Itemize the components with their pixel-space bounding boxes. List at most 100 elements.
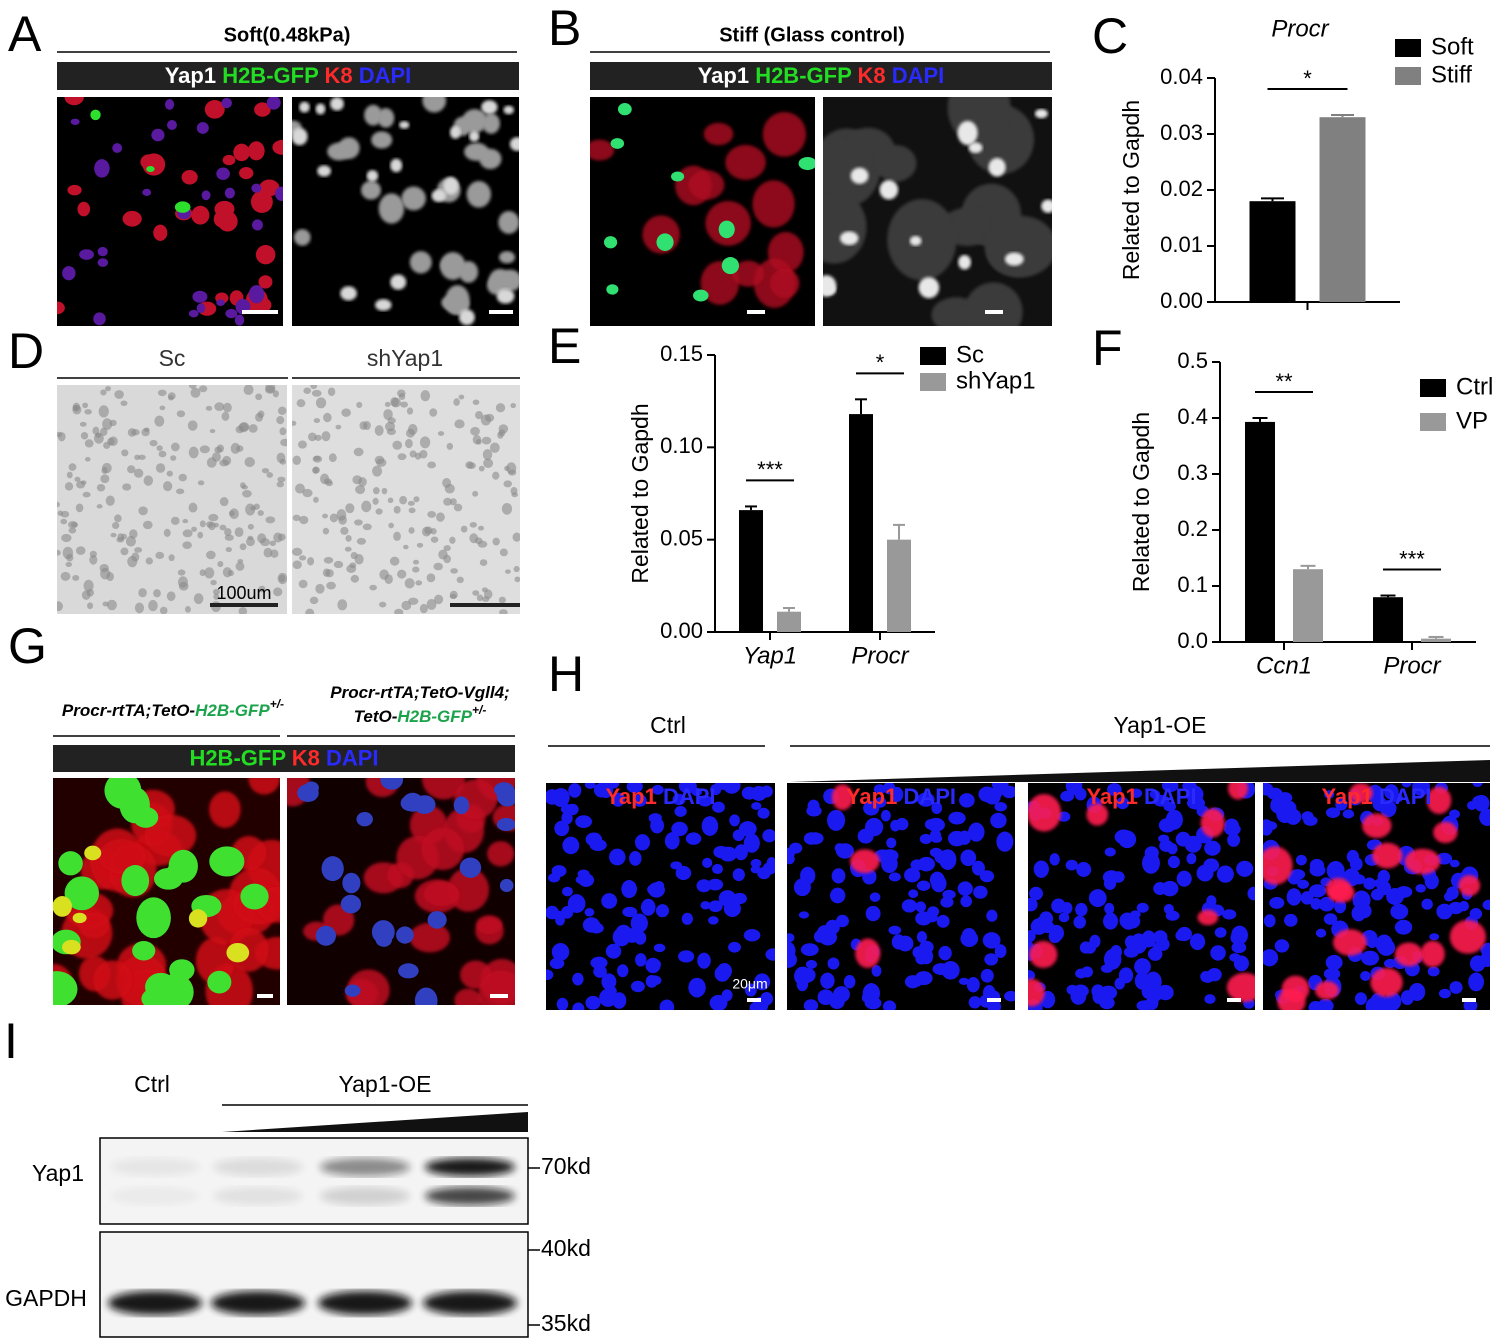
cell [184,606,191,613]
cell [153,224,168,241]
cell [244,456,255,468]
cell [292,420,297,426]
cell [493,782,515,798]
cell [1468,972,1485,992]
cell [182,529,193,538]
cell [1295,854,1307,866]
stain-name: Yap1 [1321,784,1372,809]
stain-bar [590,62,1052,90]
cell [823,275,837,297]
y-tick-label: 0.3 [1177,460,1208,485]
panel-letter: I [4,1013,18,1069]
x-tick-label: Yap1 [743,642,797,669]
cell [138,454,146,460]
cell [175,488,185,495]
cell [304,781,319,795]
cell [449,126,461,139]
cell [399,121,410,129]
cell [257,510,264,516]
cell [675,865,692,881]
cell [936,914,950,928]
cell [1200,808,1225,838]
cell [243,385,254,395]
cell [729,814,740,827]
cell [102,601,109,607]
cell [732,260,765,287]
group-label: Yap1-OE [339,1071,432,1097]
cell [230,442,241,454]
cell [242,489,252,498]
cell [721,989,733,1002]
cell [1222,909,1237,920]
cell [178,473,187,482]
significance: * [1303,66,1312,91]
cell [498,596,506,604]
legend-label: Ctrl [1456,373,1493,400]
cell [750,865,761,874]
cell [277,533,286,541]
cell [127,428,137,437]
cell [469,521,477,528]
cell [337,599,348,611]
cell [151,128,165,142]
cell [84,439,94,448]
cell [1284,913,1298,927]
cell [208,513,219,522]
cell [393,531,401,541]
cell [413,496,420,503]
cell [1266,787,1283,800]
cell [1426,786,1452,814]
cell [295,483,305,494]
cell [649,959,661,970]
cell [340,894,362,914]
cell [84,409,92,415]
cell [144,814,197,857]
cell [503,105,514,115]
cell [1028,897,1038,912]
cell [235,561,245,571]
cell [1269,896,1285,909]
cell [477,540,488,548]
cell [609,848,626,866]
cell [388,522,394,529]
cell [834,843,845,853]
image-frame [292,97,519,326]
cell [122,483,132,491]
cell [80,431,89,440]
cell [1469,908,1483,920]
legend-swatch [1395,39,1421,57]
cell [75,546,86,555]
cell [506,462,517,475]
image-content [823,97,1052,326]
cell [162,481,173,492]
cell [67,184,82,196]
cell [612,992,627,1009]
cell [476,915,503,935]
cell [427,510,437,518]
cell [1134,971,1150,990]
cell [99,563,109,573]
cell [444,295,470,315]
cell [734,844,748,861]
cell [419,603,428,614]
cell [1118,967,1134,984]
cell [685,832,702,845]
cell [238,422,249,433]
y-tick-label: 0.04 [1160,64,1203,89]
cell [1214,927,1227,938]
cell [372,465,383,477]
cell [239,167,254,180]
cell [982,932,1001,949]
cell [617,964,629,978]
cell [258,585,266,593]
cell [60,571,71,581]
legend-swatch [1420,413,1446,431]
micrograph [823,97,1052,326]
cell [87,602,94,610]
cell [53,896,72,917]
cell [248,285,265,304]
cell [1446,886,1459,900]
cell [477,525,485,531]
cell [1004,252,1024,266]
